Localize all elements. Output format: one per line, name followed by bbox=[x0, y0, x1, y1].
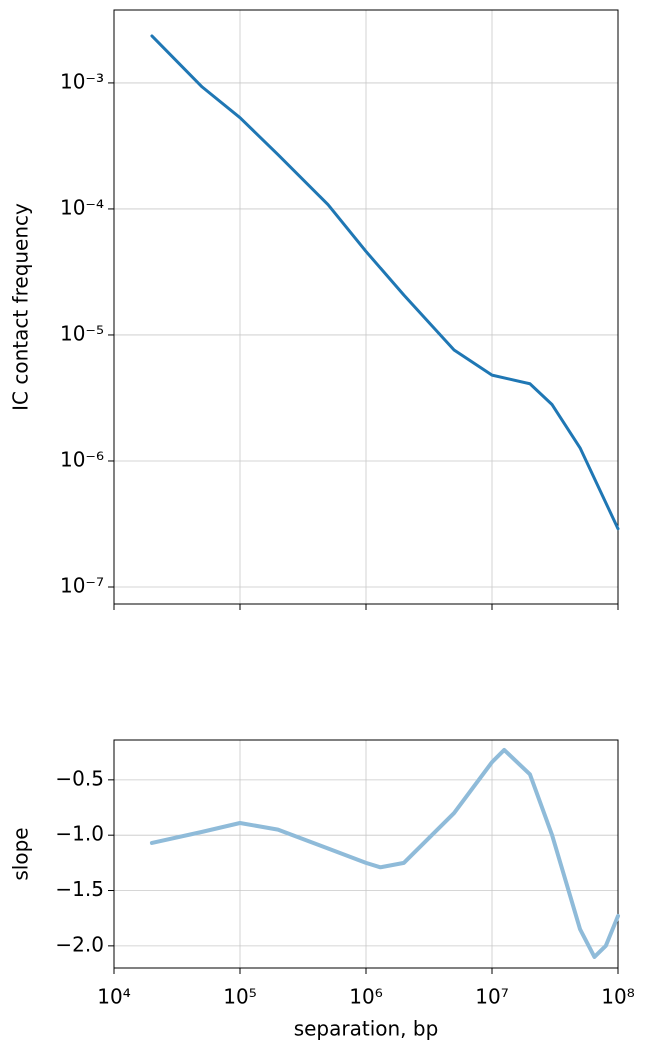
y-tick-label: −1.0 bbox=[55, 822, 104, 846]
x-tick-label: 10⁵ bbox=[223, 985, 256, 1009]
series-line bbox=[150, 34, 620, 531]
y-tick-label: 10⁻⁵ bbox=[60, 321, 104, 345]
plot-frame bbox=[113, 739, 619, 969]
y-tick-label: −1.5 bbox=[55, 877, 104, 901]
y-tick-label: −2.0 bbox=[55, 932, 104, 956]
y-tick-label: −0.5 bbox=[55, 766, 104, 790]
y-axis-label: IC contact frequency bbox=[9, 203, 33, 411]
series-line bbox=[149, 747, 620, 959]
x-tick-label: 10⁷ bbox=[475, 985, 508, 1009]
x-axis-label: separation, bp bbox=[294, 1017, 439, 1041]
y-tick-label: 10⁻⁴ bbox=[60, 195, 104, 219]
y-axis-label: slope bbox=[9, 827, 33, 880]
y-tick-label: 10⁻⁶ bbox=[60, 447, 104, 471]
y-tick-label: 10⁻³ bbox=[60, 69, 104, 93]
plot-frame bbox=[113, 9, 619, 605]
x-tick-label: 10⁸ bbox=[601, 985, 634, 1009]
y-tick-label: 10⁻⁷ bbox=[60, 574, 104, 598]
x-tick-label: 10⁶ bbox=[349, 985, 382, 1009]
x-tick-label: 10⁴ bbox=[97, 985, 130, 1009]
